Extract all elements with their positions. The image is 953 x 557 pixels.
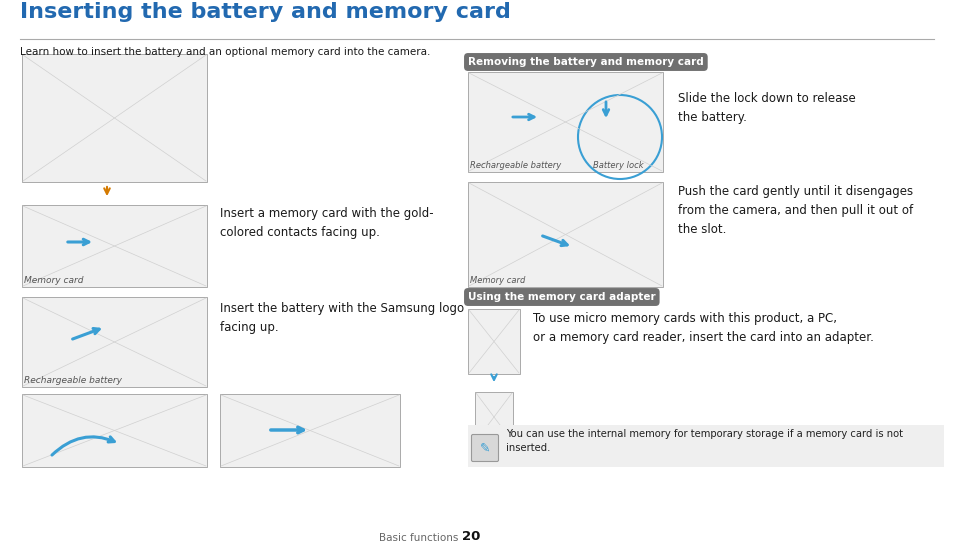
Text: Rechargeable battery: Rechargeable battery bbox=[470, 161, 560, 170]
Text: To use micro memory cards with this product, a PC,
or a memory card reader, inse: To use micro memory cards with this prod… bbox=[533, 312, 873, 344]
Text: Learn how to insert the battery and an optional memory card into the camera.: Learn how to insert the battery and an o… bbox=[20, 47, 430, 57]
Text: Rechargeable battery: Rechargeable battery bbox=[24, 376, 122, 385]
Text: Memory card: Memory card bbox=[24, 276, 84, 285]
FancyBboxPatch shape bbox=[22, 394, 207, 467]
Text: Push the card gently until it disengages
from the camera, and then pull it out o: Push the card gently until it disengages… bbox=[678, 185, 912, 236]
FancyBboxPatch shape bbox=[471, 434, 498, 462]
FancyBboxPatch shape bbox=[22, 297, 207, 387]
Text: Insert the battery with the Samsung logo
facing up.: Insert the battery with the Samsung logo… bbox=[220, 302, 464, 334]
Text: Removing the battery and memory card: Removing the battery and memory card bbox=[468, 57, 703, 67]
Text: You can use the internal memory for temporary storage if a memory card is not
in: You can use the internal memory for temp… bbox=[505, 429, 902, 453]
Text: Memory card: Memory card bbox=[470, 276, 525, 285]
Text: ✎: ✎ bbox=[479, 442, 490, 455]
FancyBboxPatch shape bbox=[468, 309, 519, 374]
FancyBboxPatch shape bbox=[468, 72, 662, 172]
FancyBboxPatch shape bbox=[468, 182, 662, 287]
Text: Insert a memory card with the gold-
colored contacts facing up.: Insert a memory card with the gold- colo… bbox=[220, 207, 434, 239]
Text: Inserting the battery and memory card: Inserting the battery and memory card bbox=[20, 2, 511, 22]
Text: Slide the lock down to release
the battery.: Slide the lock down to release the batte… bbox=[678, 92, 855, 124]
FancyBboxPatch shape bbox=[22, 205, 207, 287]
FancyBboxPatch shape bbox=[475, 392, 513, 442]
Text: Battery lock: Battery lock bbox=[593, 161, 643, 170]
FancyBboxPatch shape bbox=[22, 54, 207, 182]
FancyBboxPatch shape bbox=[220, 394, 399, 467]
Text: 20: 20 bbox=[461, 530, 480, 543]
Text: Basic functions: Basic functions bbox=[378, 533, 457, 543]
Text: Using the memory card adapter: Using the memory card adapter bbox=[468, 292, 655, 302]
FancyBboxPatch shape bbox=[468, 425, 943, 467]
